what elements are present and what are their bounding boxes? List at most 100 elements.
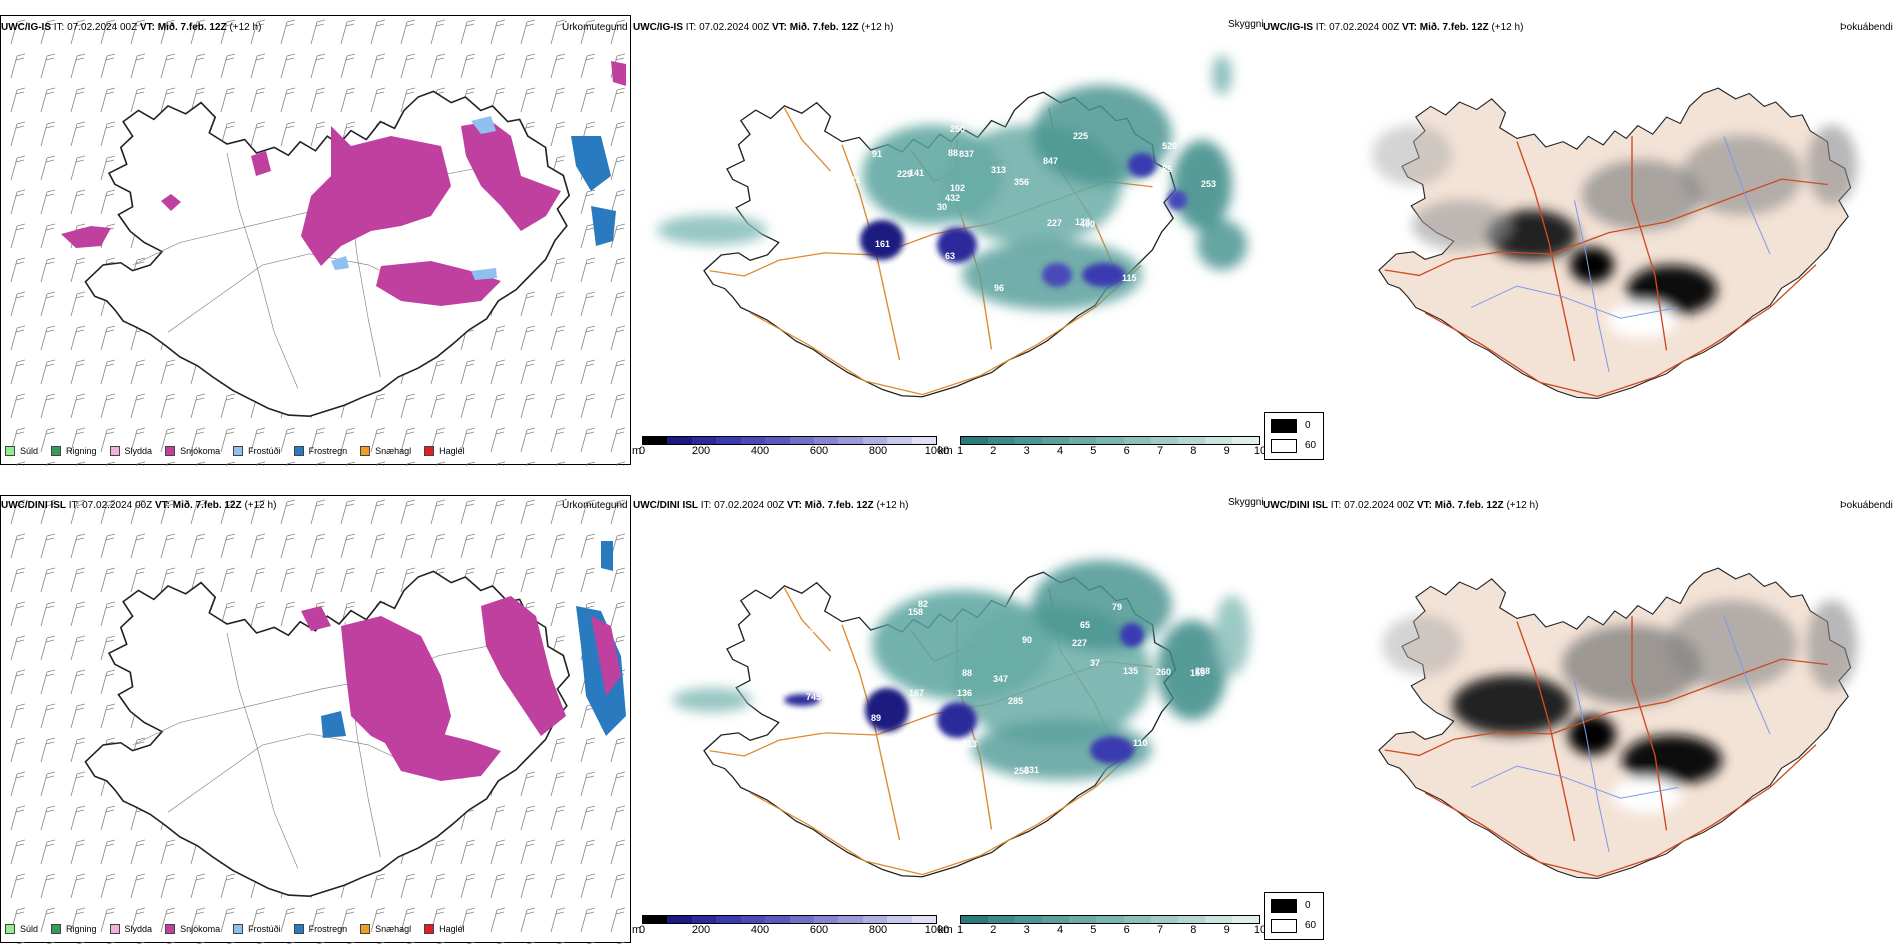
legend-label: Haglél: [439, 924, 465, 934]
legend-item: Súld: [5, 446, 38, 456]
legend-swatch: [109, 924, 120, 934]
visibility-value-label: 88: [948, 148, 958, 158]
legend-swatch: [424, 446, 435, 456]
colorbar-tick-label: 200: [691, 924, 711, 936]
colorbar-tick-label: 7: [1156, 924, 1164, 936]
fog-scale-2: 0 60: [1264, 892, 1324, 940]
legend-item: Haglél: [424, 446, 465, 456]
visibility-value-label: 260: [1156, 667, 1171, 677]
fog-map-2: [1378, 567, 1857, 880]
legend-item: Haglél: [424, 924, 465, 934]
visibility-value-label: 313: [962, 739, 977, 749]
visibility-value-label: 139: [811, 725, 826, 735]
visibility-value-label: 356: [1014, 177, 1029, 187]
visibility-labels-2: 82 65 159 136 285 568 141 227 745 90 347 371 158 167 2…: [789, 599, 1210, 776]
visibility-labels-1: 77 35 520 30 847 32 88 313 236 141 165 162 837 356 460…: [794, 124, 1216, 293]
visibility-value-label: 37: [1090, 658, 1100, 668]
fog-map-1: [1372, 87, 1857, 400]
colorbar-tick-label: 2: [990, 445, 997, 457]
visibility-value-label: 91: [872, 149, 882, 159]
precip-type-panel-1: Súld Rigning Slydda Snjókoma Frostúði Frostre…: [0, 15, 632, 466]
legend-swatch: [51, 924, 62, 934]
visibility-value-label: 236: [826, 240, 841, 250]
legend-item: Frostúði: [233, 446, 281, 456]
legend-item: Snæhagl: [360, 924, 411, 934]
legend-label: Snjókoma: [180, 446, 221, 456]
legend-label: Frostregn: [308, 446, 348, 456]
visibility-colorbar-1: 1 2 3 4 5 6 7 8 9 10 km: [938, 436, 1266, 457]
panel-header-precip-1: UWC/IG-IS IT: 07.02.2024 00Z VT: Mið. 7.…: [1, 22, 262, 33]
legend-label: Rigning: [66, 924, 97, 934]
visibility-value-label: 227: [1072, 638, 1087, 648]
colorbar-tick-label: 9: [1223, 445, 1230, 457]
colorbar-tick-label: 8: [1190, 924, 1197, 936]
visibility-colorbar-2: 1 2 3 4 5 6 7 8 9 10 km: [938, 915, 1266, 936]
colorbar-tick-label: 800: [868, 445, 888, 457]
precip-map-1: [1, 16, 632, 466]
visibility-value-label: 520: [1162, 141, 1177, 151]
visibility-value-label: 165: [794, 266, 809, 276]
fog-scale-high: [1271, 419, 1297, 433]
legend-label: Snjókoma: [180, 924, 221, 934]
precip-legend-2: Súld Rigning Slydda Snjókoma Frostúði Frostre…: [5, 924, 478, 934]
colorbar-tick-label: 1: [956, 924, 964, 936]
colorbar-tick-label: 3: [1023, 924, 1030, 936]
legend-item: Slydda: [109, 924, 153, 934]
visibility-value-label: 63: [945, 251, 955, 261]
precip-type-panel-2: Súld Rigning Slydda Snjókoma Frostúði Frostre…: [0, 495, 632, 944]
legend-label: Slydda: [124, 924, 153, 934]
visibility-value-label: 432: [945, 193, 960, 203]
colorbar-tick-label: 6: [1123, 924, 1130, 936]
legend-label: Frostúði: [248, 924, 281, 934]
visibility-value-label: 102: [950, 183, 965, 193]
legend-item: Rigning: [51, 446, 97, 456]
visibility-value-label: 837: [959, 149, 974, 159]
visibility-value-label: 568: [837, 681, 852, 691]
colorbar-tick-label: 200: [691, 445, 711, 457]
visibility-value-label: 231: [1024, 765, 1039, 775]
precip-map-2: [1, 496, 632, 944]
legend-swatch: [293, 446, 304, 456]
panel-title-precip-2: Úrkomutegund: [562, 500, 628, 511]
visibility-value-label: 32: [833, 276, 843, 286]
visibility-value-label: 460: [1080, 219, 1095, 229]
colorbar-tick-label: 6: [1123, 445, 1130, 457]
legend-swatch: [5, 446, 15, 456]
legend-swatch: [165, 446, 176, 456]
visibility-value-label: 161: [875, 239, 890, 249]
legend-swatch: [165, 924, 176, 934]
legend-item: Slydda: [109, 446, 152, 456]
legend-swatch: [5, 924, 15, 934]
legend-swatch: [424, 924, 435, 934]
fog-scale-high: [1271, 899, 1297, 913]
colorbar-tick-label: 1000: [924, 924, 950, 936]
colorbar-tick-label: 600: [809, 445, 829, 457]
panel-title-visibility-1: Skyggni: [1228, 19, 1264, 30]
visibility-value-label: 86: [1162, 164, 1172, 174]
legend-label: Frostregn: [308, 924, 348, 934]
colorbar-tick-label: 1000: [924, 445, 950, 457]
panel-header-fog-2: UWC/DINI ISL IT: 07.02.2024 00Z VT: Mið.…: [1263, 500, 1539, 511]
visibility-field-2: [672, 560, 1250, 780]
visibility-value-label: 103: [832, 663, 847, 673]
visibility-value-label: 285: [1008, 696, 1023, 706]
visibility-value-label: 162: [861, 259, 876, 269]
visibility-ticks: 1 2 3 4 5 6 7 8 9 10: [957, 445, 1266, 457]
legend-label: Súld: [20, 924, 39, 934]
visibility-value-label: 110: [1133, 738, 1148, 748]
visibility-value-label: 847: [1043, 156, 1058, 166]
snow-areas-1: [61, 61, 626, 306]
fog-scale-low: [1271, 439, 1297, 453]
visibility-value-label: 141: [804, 625, 819, 635]
legend-item: Súld: [5, 924, 38, 934]
fog-field-2: [1382, 600, 1857, 813]
visibility-value-label: 134: [816, 656, 831, 666]
visibility-value-label: 135: [1123, 666, 1138, 676]
colorbar-tick-label: 8: [1190, 445, 1197, 457]
legend-swatch: [51, 446, 62, 456]
panel-header-visibility-2: UWC/DINI ISL IT: 07.02.2024 00Z VT: Mið.…: [633, 500, 909, 511]
visibility-value-label: 371: [819, 758, 834, 768]
visibility-value-label: 158: [908, 607, 923, 617]
visibility-value-label: 79: [1112, 602, 1122, 612]
visibility-value-label: 745: [806, 692, 821, 702]
